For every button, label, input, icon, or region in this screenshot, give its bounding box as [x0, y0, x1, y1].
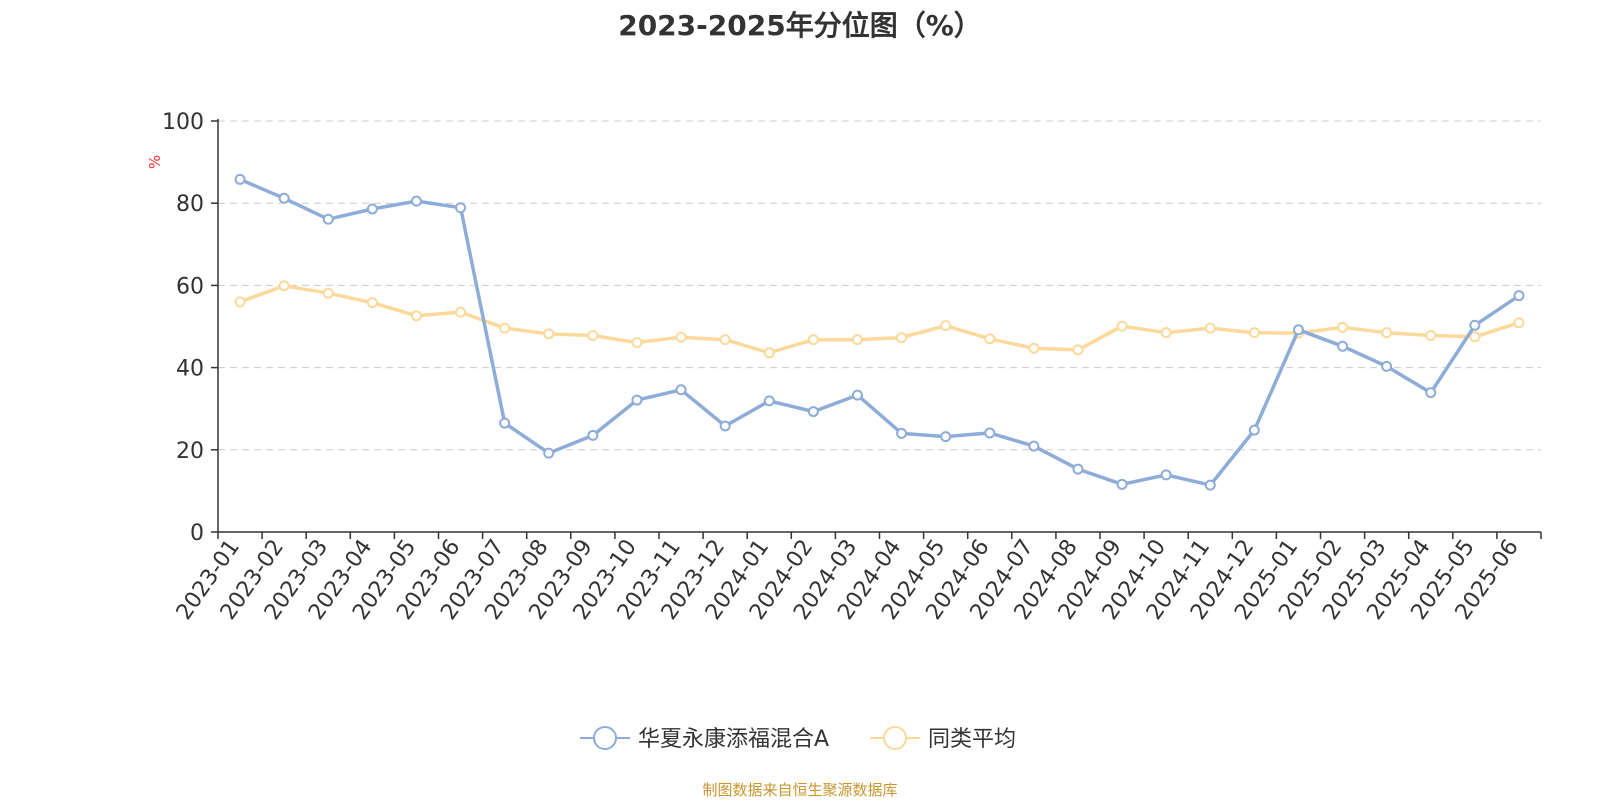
series-line	[239, 177, 1520, 487]
data-point	[1292, 324, 1304, 336]
y-tick-label: 80	[176, 192, 204, 217]
data-point	[278, 280, 290, 292]
data-point	[940, 320, 952, 332]
data-point	[675, 384, 687, 396]
data-point	[322, 213, 334, 225]
data-point	[1469, 331, 1481, 343]
y-tick-label: 0	[190, 521, 204, 546]
legend-item: 同类平均	[870, 726, 1016, 752]
data-point	[1028, 440, 1040, 452]
data-point	[587, 330, 599, 342]
data-point	[543, 447, 555, 459]
data-point	[1072, 344, 1084, 356]
y-tick-label: 100	[162, 110, 204, 135]
x-axis-ticks: 2023-012023-022023-032023-042023-052023-…	[172, 532, 1542, 625]
legend-marker	[883, 726, 907, 750]
data-point	[410, 310, 422, 322]
data-point	[366, 203, 378, 215]
data-point	[1248, 424, 1260, 436]
data-point	[807, 334, 819, 346]
data-point	[1072, 463, 1084, 475]
data-point	[322, 287, 334, 299]
data-point	[234, 173, 246, 185]
data-point	[278, 192, 290, 204]
legend-item: 华夏永康添福混合A	[580, 726, 829, 752]
data-point	[631, 394, 643, 406]
data-point	[851, 334, 863, 346]
y-axis-unit-label: %	[146, 155, 164, 169]
data-point	[1425, 330, 1437, 342]
data-point	[851, 389, 863, 401]
data-point	[719, 420, 731, 432]
data-point	[1028, 342, 1040, 354]
chart-title: 2023-2025年分位图（%）	[618, 9, 982, 42]
data-point	[763, 395, 775, 407]
source-note: 制图数据来自恒生聚源数据库	[702, 781, 898, 799]
data-point	[587, 429, 599, 441]
data-point	[896, 332, 908, 344]
y-axis-ticks: 0 20 40 60 80 100	[162, 110, 218, 546]
data-point	[763, 347, 775, 359]
data-point	[1204, 479, 1216, 491]
data-point	[1204, 322, 1216, 334]
data-point	[984, 427, 996, 439]
data-point	[719, 334, 731, 346]
legend-label: 华夏永康添福混合A	[638, 727, 829, 752]
data-point	[807, 406, 819, 418]
legend-marker	[593, 726, 617, 750]
y-tick-label: 20	[176, 439, 204, 464]
data-point	[1337, 340, 1349, 352]
data-point	[1381, 360, 1393, 372]
legend-label: 同类平均	[928, 727, 1016, 752]
data-point	[1116, 478, 1128, 490]
data-point	[1381, 327, 1393, 339]
y-tick-label: 40	[176, 357, 204, 382]
data-point	[1160, 327, 1172, 339]
data-point	[1469, 319, 1481, 331]
data-point	[455, 306, 467, 318]
data-point	[499, 417, 511, 429]
data-point	[366, 297, 378, 309]
data-point	[984, 333, 996, 345]
data-point	[896, 427, 908, 439]
legend: 华夏永康添福混合A 同类平均	[580, 726, 1016, 752]
data-point	[675, 331, 687, 343]
data-point	[1337, 321, 1349, 333]
series-group	[234, 173, 1525, 491]
data-point	[455, 202, 467, 214]
data-point	[543, 328, 555, 340]
data-point	[1513, 290, 1525, 302]
data-point	[1116, 320, 1128, 332]
data-point	[234, 296, 246, 308]
data-point	[1425, 387, 1437, 399]
data-point	[1513, 317, 1525, 329]
data-point	[631, 337, 643, 349]
series-line	[239, 284, 1520, 355]
data-point	[1248, 327, 1260, 339]
data-point	[1160, 469, 1172, 481]
data-point	[410, 195, 422, 207]
data-point	[940, 431, 952, 443]
grid-lines	[218, 120, 1541, 451]
series-group	[234, 280, 1525, 359]
data-point	[499, 322, 511, 334]
y-tick-label: 60	[176, 274, 204, 299]
series-lines	[234, 173, 1525, 491]
